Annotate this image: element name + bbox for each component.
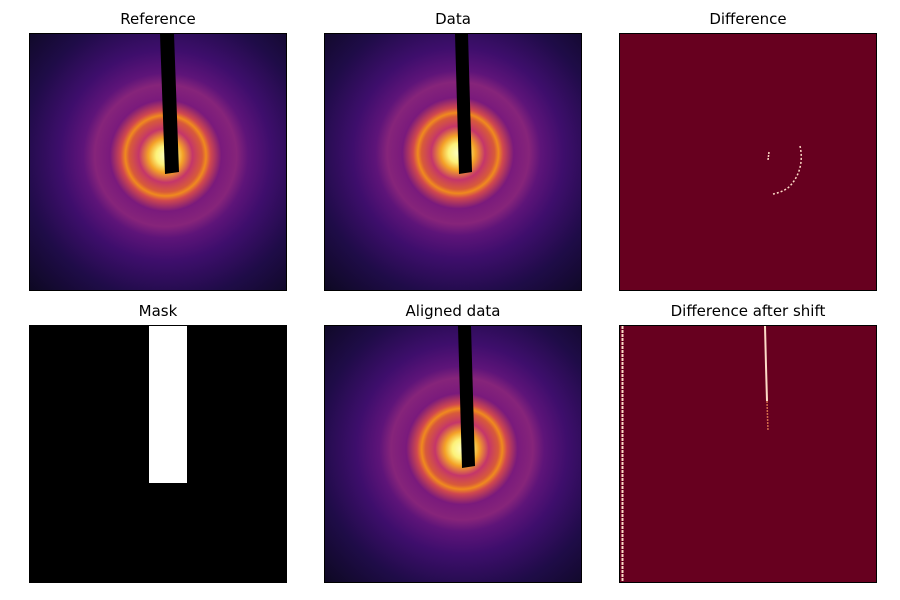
difference-image [619,33,877,291]
panel-title-reference: Reference [120,10,196,28]
difference-after-shift-map [620,326,876,582]
beamstop-residual-tail [766,400,769,432]
beamstop-shadow [160,34,179,174]
data-image [324,33,582,291]
difference-map [620,34,876,290]
beamstop-residual-line [764,326,768,402]
aligned-data-image [324,325,582,583]
beamstop-shadow [455,34,472,174]
panel-title-data: Data [435,10,471,28]
panel-title-mask: Mask [138,302,178,320]
panel-title-difference: Difference [709,10,787,28]
difference-after-shift-image [619,325,877,583]
panel-title-aligned-data: Aligned data [405,302,501,320]
mask-region [149,326,187,483]
aligned-diffraction-pattern [325,326,581,582]
beamstop-shadow [458,326,475,468]
data-diffraction-pattern [325,34,581,290]
mask-image [29,325,287,583]
reference-diffraction-pattern [30,34,286,290]
panel-title-difference-after-shift: Difference after shift [670,302,826,320]
mask-map [30,326,286,582]
reference-image [29,33,287,291]
difference-residual-mark [767,151,770,161]
difference-residual-arc [772,145,802,195]
